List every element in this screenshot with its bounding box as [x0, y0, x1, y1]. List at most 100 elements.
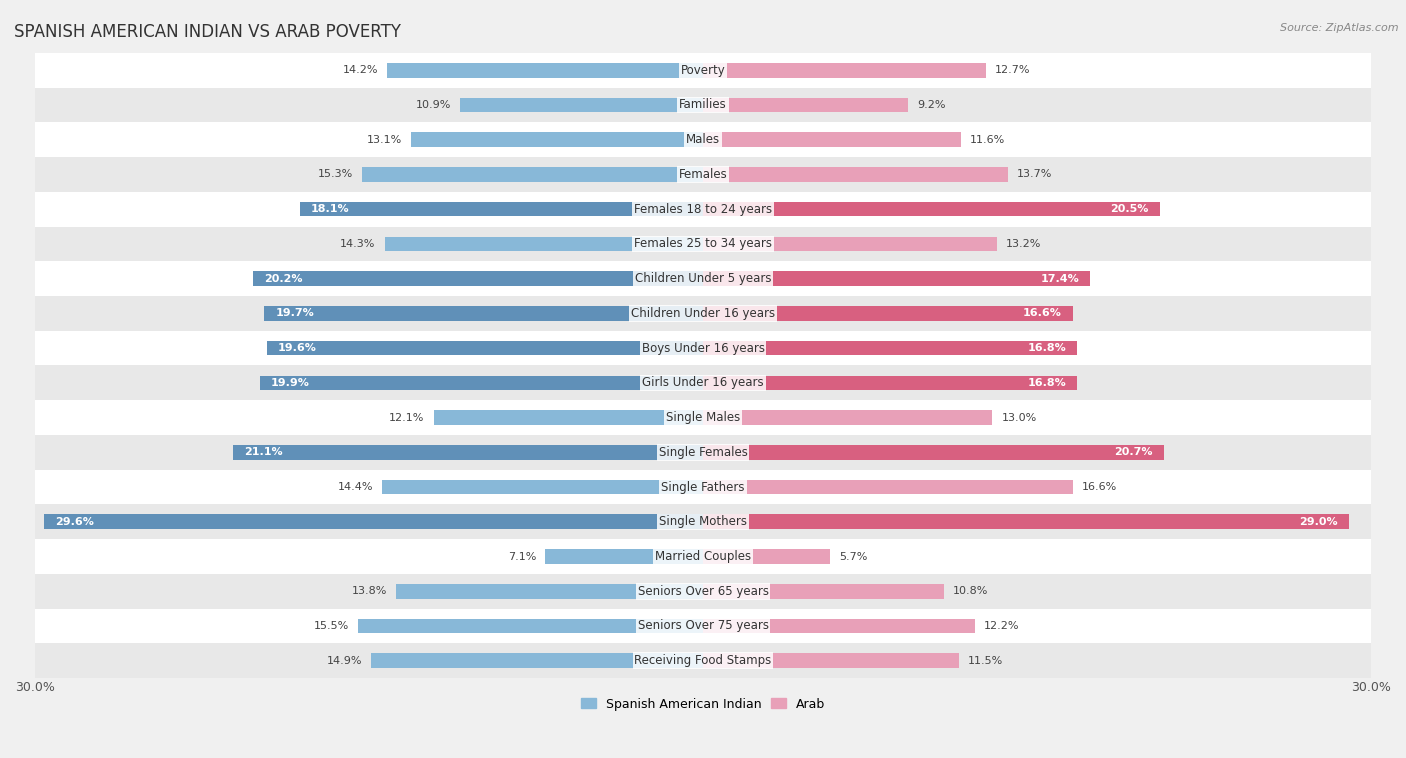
- Bar: [387, 63, 703, 77]
- Text: 12.7%: 12.7%: [994, 65, 1031, 75]
- Text: Families: Families: [679, 99, 727, 111]
- Text: Single Mothers: Single Mothers: [659, 515, 747, 528]
- Text: Children Under 5 years: Children Under 5 years: [634, 272, 772, 285]
- Bar: [35, 296, 1371, 330]
- Bar: [233, 445, 703, 459]
- Text: 20.7%: 20.7%: [1115, 447, 1153, 457]
- Text: 16.6%: 16.6%: [1081, 482, 1116, 492]
- Text: 10.9%: 10.9%: [416, 100, 451, 110]
- Text: Children Under 16 years: Children Under 16 years: [631, 307, 775, 320]
- Bar: [395, 584, 703, 599]
- Text: 13.1%: 13.1%: [367, 135, 402, 145]
- Text: Girls Under 16 years: Girls Under 16 years: [643, 377, 763, 390]
- Bar: [703, 63, 986, 77]
- Bar: [363, 168, 703, 182]
- Bar: [703, 619, 974, 633]
- Text: 13.0%: 13.0%: [1001, 412, 1036, 422]
- Text: 12.2%: 12.2%: [984, 621, 1019, 631]
- Bar: [703, 480, 1073, 494]
- Text: 29.0%: 29.0%: [1299, 517, 1337, 527]
- Bar: [35, 644, 1371, 678]
- Bar: [253, 271, 703, 286]
- Text: 19.7%: 19.7%: [276, 309, 314, 318]
- Text: 17.4%: 17.4%: [1040, 274, 1080, 283]
- Text: Seniors Over 75 years: Seniors Over 75 years: [637, 619, 769, 632]
- Bar: [267, 341, 703, 356]
- Text: Females: Females: [679, 168, 727, 181]
- Bar: [703, 445, 1164, 459]
- Bar: [385, 236, 703, 251]
- Bar: [546, 550, 703, 564]
- Text: Single Females: Single Females: [658, 446, 748, 459]
- Bar: [703, 375, 1077, 390]
- Bar: [35, 574, 1371, 609]
- Bar: [35, 330, 1371, 365]
- Bar: [260, 375, 703, 390]
- Bar: [703, 341, 1077, 356]
- Bar: [703, 168, 1008, 182]
- Bar: [703, 202, 1160, 217]
- Text: Receiving Food Stamps: Receiving Food Stamps: [634, 654, 772, 667]
- Text: 11.6%: 11.6%: [970, 135, 1005, 145]
- Text: Boys Under 16 years: Boys Under 16 years: [641, 342, 765, 355]
- Bar: [703, 306, 1073, 321]
- Text: 21.1%: 21.1%: [245, 447, 283, 457]
- Bar: [703, 410, 993, 425]
- Text: 5.7%: 5.7%: [839, 552, 868, 562]
- Bar: [703, 271, 1091, 286]
- Text: 19.9%: 19.9%: [271, 377, 309, 388]
- Text: 13.2%: 13.2%: [1005, 239, 1042, 249]
- Text: 16.8%: 16.8%: [1028, 343, 1066, 353]
- Bar: [35, 470, 1371, 504]
- Bar: [35, 435, 1371, 470]
- Text: 12.1%: 12.1%: [389, 412, 425, 422]
- Text: 9.2%: 9.2%: [917, 100, 945, 110]
- Bar: [35, 262, 1371, 296]
- Text: Source: ZipAtlas.com: Source: ZipAtlas.com: [1281, 23, 1399, 33]
- Text: 15.3%: 15.3%: [318, 170, 353, 180]
- Text: 20.5%: 20.5%: [1109, 204, 1149, 215]
- Bar: [703, 515, 1348, 529]
- Text: 14.2%: 14.2%: [343, 65, 378, 75]
- Text: Married Couples: Married Couples: [655, 550, 751, 563]
- Bar: [35, 504, 1371, 539]
- Bar: [299, 202, 703, 217]
- Text: Males: Males: [686, 133, 720, 146]
- Bar: [359, 619, 703, 633]
- Bar: [35, 609, 1371, 644]
- Bar: [35, 400, 1371, 435]
- Text: 10.8%: 10.8%: [952, 586, 988, 597]
- Text: Seniors Over 65 years: Seniors Over 65 years: [637, 584, 769, 598]
- Bar: [433, 410, 703, 425]
- Bar: [35, 192, 1371, 227]
- Text: 16.6%: 16.6%: [1022, 309, 1062, 318]
- Bar: [703, 550, 830, 564]
- Text: 14.3%: 14.3%: [340, 239, 375, 249]
- Bar: [35, 53, 1371, 88]
- Bar: [35, 365, 1371, 400]
- Legend: Spanish American Indian, Arab: Spanish American Indian, Arab: [575, 693, 831, 716]
- Text: 14.9%: 14.9%: [326, 656, 363, 666]
- Text: Single Males: Single Males: [666, 411, 740, 424]
- Bar: [35, 539, 1371, 574]
- Text: 29.6%: 29.6%: [55, 517, 94, 527]
- Bar: [371, 653, 703, 668]
- Bar: [44, 515, 703, 529]
- Bar: [35, 157, 1371, 192]
- Text: 20.2%: 20.2%: [264, 274, 302, 283]
- Text: 16.8%: 16.8%: [1028, 377, 1066, 388]
- Text: 7.1%: 7.1%: [508, 552, 536, 562]
- Text: 13.7%: 13.7%: [1017, 170, 1052, 180]
- Bar: [264, 306, 703, 321]
- Text: Females 18 to 24 years: Females 18 to 24 years: [634, 202, 772, 216]
- Text: Single Fathers: Single Fathers: [661, 481, 745, 493]
- Bar: [35, 227, 1371, 262]
- Text: SPANISH AMERICAN INDIAN VS ARAB POVERTY: SPANISH AMERICAN INDIAN VS ARAB POVERTY: [14, 23, 401, 41]
- Text: 15.5%: 15.5%: [314, 621, 349, 631]
- Text: 19.6%: 19.6%: [277, 343, 316, 353]
- Bar: [382, 480, 703, 494]
- Bar: [703, 133, 962, 147]
- Bar: [703, 653, 959, 668]
- Text: 11.5%: 11.5%: [967, 656, 1004, 666]
- Text: 13.8%: 13.8%: [352, 586, 387, 597]
